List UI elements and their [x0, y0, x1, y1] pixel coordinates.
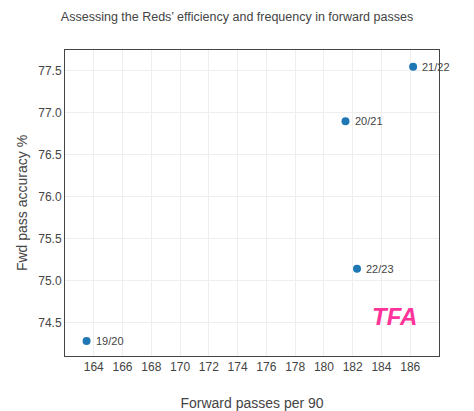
svg-text:22/23: 22/23 — [366, 263, 394, 275]
svg-text:186: 186 — [400, 360, 420, 374]
svg-text:77.5: 77.5 — [38, 64, 62, 78]
svg-text:182: 182 — [343, 360, 363, 374]
svg-text:19/20: 19/20 — [96, 335, 124, 347]
svg-text:74.5: 74.5 — [38, 316, 62, 330]
svg-text:170: 170 — [170, 360, 190, 374]
svg-text:Fwd pass accuracy %: Fwd pass accuracy % — [14, 135, 30, 271]
svg-text:178: 178 — [285, 360, 305, 374]
svg-text:TFA: TFA — [372, 303, 417, 330]
svg-text:176: 176 — [256, 360, 276, 374]
svg-text:20/21: 20/21 — [355, 115, 383, 127]
svg-text:21/22: 21/22 — [422, 61, 450, 73]
svg-text:168: 168 — [141, 360, 161, 374]
svg-text:76.0: 76.0 — [38, 190, 62, 204]
svg-text:164: 164 — [84, 360, 104, 374]
svg-text:Assessing the Reds’ efficiency: Assessing the Reds’ efficiency and frequ… — [61, 10, 413, 24]
svg-text:172: 172 — [199, 360, 219, 374]
svg-text:174: 174 — [228, 360, 248, 374]
svg-text:75.0: 75.0 — [38, 274, 62, 288]
svg-text:76.5: 76.5 — [38, 148, 62, 162]
svg-text:75.5: 75.5 — [38, 232, 62, 246]
svg-text:Forward passes per 90: Forward passes per 90 — [180, 395, 323, 411]
svg-text:180: 180 — [314, 360, 334, 374]
svg-text:184: 184 — [371, 360, 391, 374]
svg-text:166: 166 — [113, 360, 133, 374]
svg-text:77.0: 77.0 — [38, 106, 62, 120]
